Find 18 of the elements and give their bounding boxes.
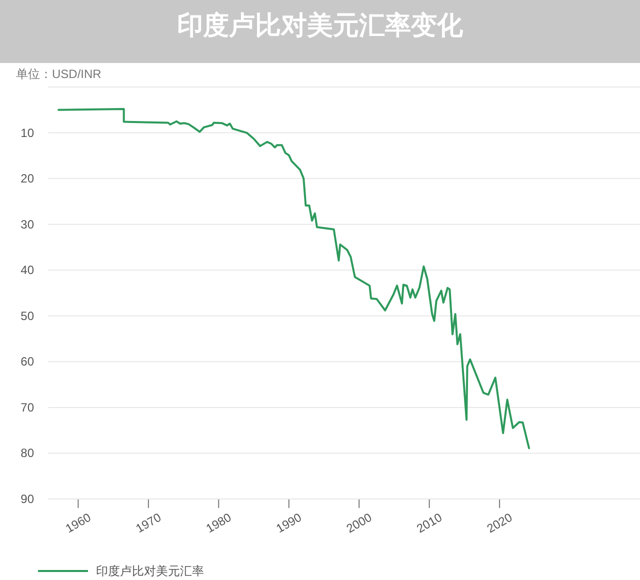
y-tick-label: 40 [20,263,34,278]
y-tick-label: 60 [20,354,34,369]
legend-label: 印度卢比对美元汇率 [96,564,204,578]
x-tick-label: 1960 [63,510,94,536]
y-tick-label: 70 [20,400,34,414]
x-tick-label: 1980 [204,510,234,536]
y-axis-title: 单位：USD/INR [16,67,102,81]
x-tick-label: 2020 [484,510,515,536]
y-tick-label: 20 [20,172,34,186]
x-tick-label: 2000 [344,510,374,536]
x-tick-label: 1970 [133,510,164,536]
x-tick-label: 1990 [274,510,304,536]
y-tick-label: 30 [20,217,34,232]
y-tick-label: 50 [20,308,34,323]
y-tick-label: 10 [20,126,34,140]
y-tick-label: 80 [20,446,34,460]
y-tick-label: 90 [20,492,34,506]
x-tick-label: 2010 [414,510,445,536]
